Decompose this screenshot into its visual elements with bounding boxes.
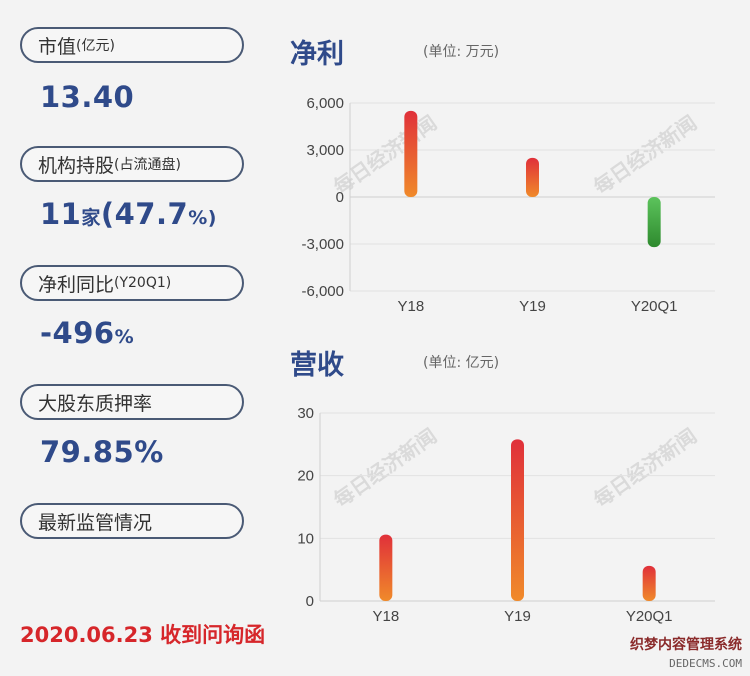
revenue-unit-label: (单位: 亿元) bbox=[423, 355, 500, 371]
net-profit-yoy-value-unit: % bbox=[114, 326, 135, 348]
market-cap-value-text: 13.40 bbox=[40, 80, 135, 114]
net-profit-yoy-label-sub: (Y20Q1) bbox=[114, 275, 172, 291]
net-profit-chart-title: 净利 bbox=[290, 39, 344, 70]
y-tick-label: 0 bbox=[336, 189, 344, 206]
y-tick-label: -6,000 bbox=[301, 283, 344, 300]
brand-logo-text: 织梦内容管理系统 bbox=[630, 637, 742, 653]
bar-y20q1 bbox=[642, 565, 656, 601]
y-tick-label: 3,000 bbox=[306, 142, 344, 159]
market-cap-label-sub: (亿元) bbox=[76, 38, 115, 54]
pledge-ratio-label-main: 大股东质押率 bbox=[38, 392, 153, 415]
y-tick-label: -3,000 bbox=[301, 236, 344, 253]
bar-y20q1 bbox=[647, 197, 661, 248]
institutional-holding-pct-unit: %) bbox=[188, 207, 217, 229]
bar-y19 bbox=[511, 439, 524, 601]
net-profit-yoy-label: 净利同比 (Y20Q1) bbox=[20, 265, 244, 301]
institutional-holding-count: 11 bbox=[40, 197, 82, 231]
x-tick-label: Y19 bbox=[519, 298, 546, 315]
net-profit-yoy-value: -496% bbox=[40, 316, 134, 350]
regulatory-label: 最新监管情况 bbox=[20, 503, 244, 539]
revenue-chart-title: 营收 bbox=[290, 350, 344, 381]
watermark-text: 每日经济新闻 bbox=[589, 111, 701, 199]
market-cap-value: 13.40 bbox=[40, 80, 134, 114]
institutional-holding-label-sub: (占流通盘) bbox=[114, 157, 181, 173]
market-cap-label: 市值 (亿元) bbox=[20, 27, 244, 63]
watermark-text: 每日经济新闻 bbox=[329, 424, 441, 512]
y-tick-label: 30 bbox=[297, 405, 314, 422]
revenue-chart: 每日经济新闻 每日经济新闻 30 20 10 0 Y18 Y19 Y20Q1 bbox=[297, 405, 715, 625]
x-tick-label: Y19 bbox=[504, 608, 531, 625]
x-tick-label: Y18 bbox=[397, 298, 424, 315]
y-tick-label: 6,000 bbox=[306, 95, 344, 112]
pledge-ratio-value: 79.85% bbox=[40, 435, 164, 469]
watermark-text: 每日经济新闻 bbox=[329, 111, 441, 199]
institutional-holding-value: 11家(47.7%) bbox=[40, 197, 217, 231]
market-cap-label-main: 市值 bbox=[38, 35, 77, 58]
y-tick-label: 20 bbox=[297, 468, 314, 485]
institutional-holding-label: 机构持股 (占流通盘) bbox=[20, 146, 244, 182]
bar-y18 bbox=[379, 534, 393, 601]
bar-y19 bbox=[526, 157, 539, 197]
x-tick-label: Y20Q1 bbox=[626, 608, 673, 625]
y-tick-label: 0 bbox=[306, 593, 314, 610]
x-tick-label: Y18 bbox=[372, 608, 399, 625]
x-tick-label: Y20Q1 bbox=[631, 298, 678, 315]
regulatory-label-main: 最新监管情况 bbox=[38, 511, 153, 534]
inquiry-letter-date: 2020.06.23 收到问询函 bbox=[20, 623, 266, 647]
watermark-text: 每日经济新闻 bbox=[589, 424, 701, 512]
pledge-ratio-value-text: 79.85% bbox=[40, 435, 164, 469]
brand-logo-domain: DEDECMS.COM bbox=[669, 657, 742, 670]
net-profit-yoy-label-main: 净利同比 bbox=[38, 273, 115, 296]
y-tick-label: 10 bbox=[297, 530, 314, 547]
bar-y18 bbox=[404, 110, 418, 197]
institutional-holding-count-unit: 家 bbox=[81, 207, 101, 229]
institutional-holding-label-main: 机构持股 bbox=[38, 154, 115, 177]
institutional-holding-pct: (47.7 bbox=[100, 197, 189, 231]
net-profit-unit-label: (单位: 万元) bbox=[423, 44, 500, 60]
pledge-ratio-label: 大股东质押率 bbox=[20, 384, 244, 420]
net-profit-yoy-value-text: -496 bbox=[40, 316, 115, 350]
